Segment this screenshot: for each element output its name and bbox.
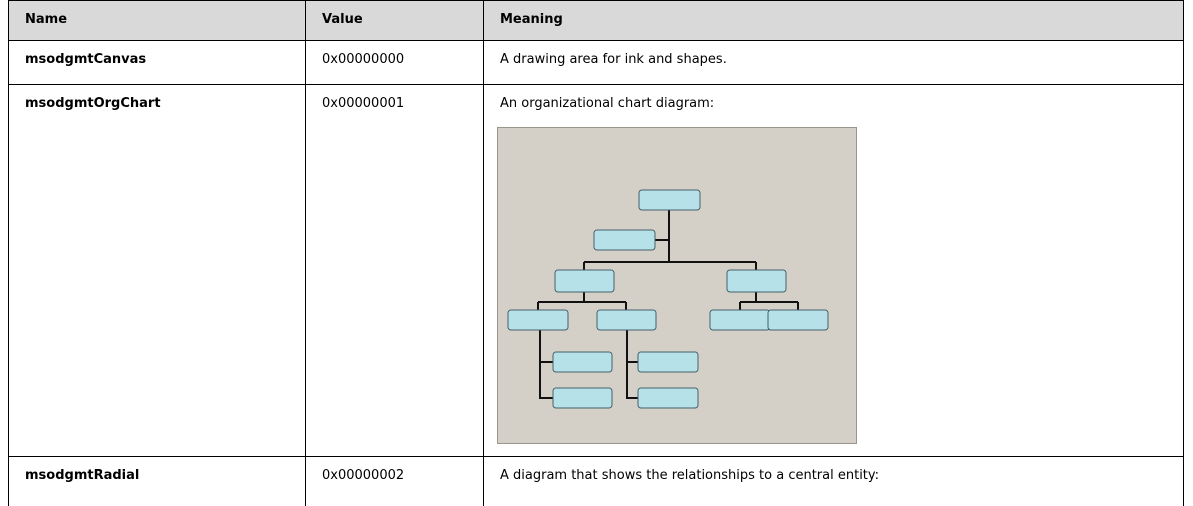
cell-name: msodgmtOrgChart [25, 96, 161, 111]
rule [8, 84, 1184, 85]
cell-value: 0x00000000 [322, 52, 405, 67]
rule [483, 0, 484, 506]
rule [8, 40, 1184, 41]
header-bg [8, 0, 1183, 40]
rule [8, 0, 9, 506]
cell-meaning: A drawing area for ink and shapes. [500, 52, 727, 67]
cell-meaning: A diagram that shows the relationships t… [500, 468, 880, 483]
column-header: Meaning [500, 12, 563, 27]
column-header: Value [322, 12, 363, 27]
cell-value: 0x00000002 [322, 468, 405, 483]
rule [8, 456, 1184, 457]
cell-value: 0x00000001 [322, 96, 405, 111]
rule [8, 0, 1184, 1]
org-chart-image [497, 127, 857, 444]
column-header: Name [25, 12, 68, 27]
cell-meaning: An organizational chart diagram: [500, 96, 715, 111]
cell-name: msodgmtRadial [25, 468, 140, 483]
cell-name: msodgmtCanvas [25, 52, 147, 67]
rule [1183, 0, 1184, 506]
rule [305, 0, 306, 506]
